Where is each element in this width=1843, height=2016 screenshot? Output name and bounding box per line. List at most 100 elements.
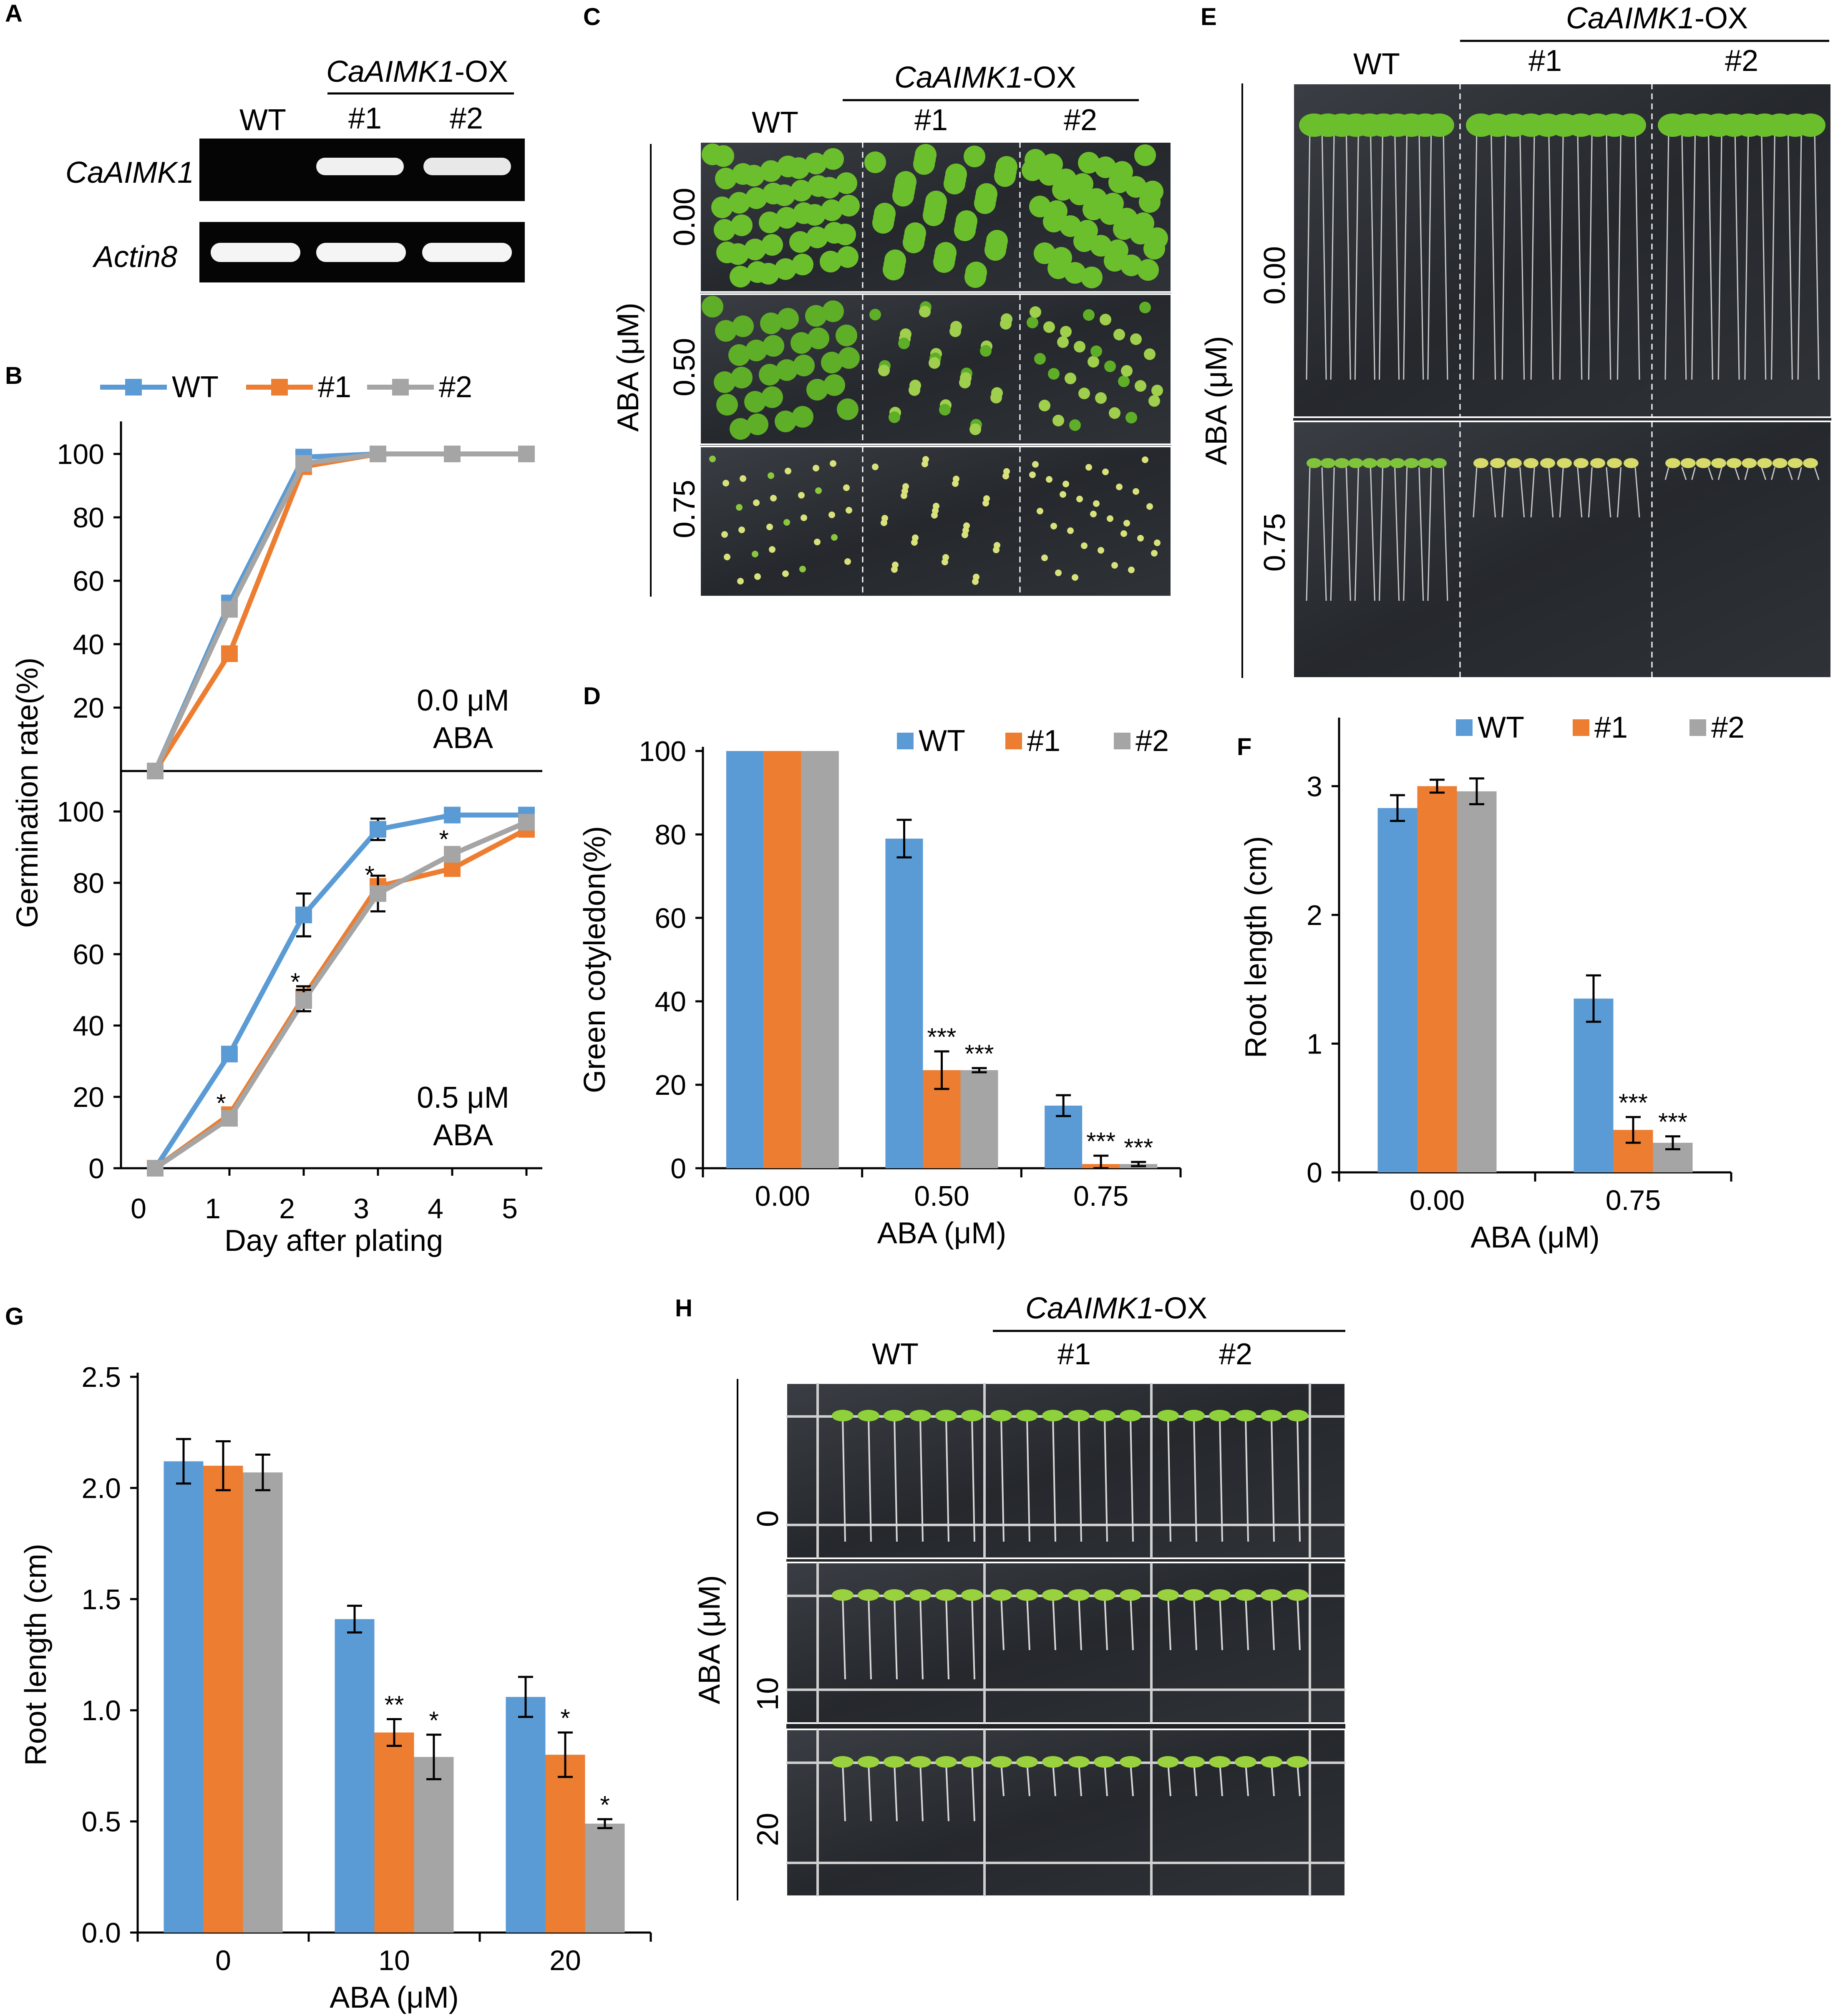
root	[1691, 467, 1696, 480]
shoot	[1590, 458, 1605, 468]
seedling	[798, 492, 805, 499]
seedling	[1128, 567, 1135, 573]
plate-row	[699, 446, 1172, 597]
shoot	[1287, 1410, 1308, 1421]
y-tick-label: 40	[655, 986, 686, 1018]
shoot	[1390, 458, 1405, 468]
seedling	[1050, 247, 1072, 269]
root	[1394, 129, 1400, 380]
root	[919, 1595, 924, 1680]
seedling	[1072, 173, 1093, 195]
bar	[506, 1697, 546, 1933]
root	[1306, 129, 1311, 380]
bar	[1457, 791, 1497, 1172]
seedling	[1121, 365, 1133, 377]
seedling	[714, 219, 735, 241]
panel-a-col-wt: WT	[239, 103, 286, 137]
root	[919, 1416, 924, 1542]
shoot	[1016, 1410, 1038, 1421]
root	[1491, 467, 1496, 518]
root	[1193, 1762, 1197, 1797]
seedling	[931, 512, 938, 519]
root	[868, 1762, 872, 1822]
seedling	[1043, 321, 1055, 333]
chart-d: D 0 20 40 60 80 100 0.00 0.50 0.75 *** *** *** *** Gre…	[578, 683, 1182, 1250]
data-point	[444, 806, 461, 824]
data-point	[444, 446, 461, 462]
bar	[335, 1619, 375, 1933]
seedling	[834, 224, 856, 245]
data-point	[370, 821, 386, 838]
seedling	[715, 168, 737, 189]
shoot	[1068, 1756, 1090, 1768]
data-point	[370, 885, 386, 902]
bar	[1574, 998, 1614, 1172]
root	[1078, 1595, 1082, 1651]
seedling	[730, 266, 751, 287]
root	[1394, 467, 1400, 601]
seedling	[1078, 152, 1100, 174]
y-tick-label: 0	[88, 1153, 104, 1184]
seedling	[728, 344, 750, 366]
seedling	[911, 539, 918, 546]
shoot	[1424, 113, 1454, 137]
y-tick-label: 0	[1307, 1157, 1322, 1189]
seedling	[1104, 360, 1116, 372]
root	[1297, 1595, 1301, 1651]
panel-h-col-wt: WT	[872, 1338, 919, 1371]
root	[1104, 1595, 1108, 1651]
y-axis-label: Root length (cm)	[1239, 836, 1273, 1058]
bar	[763, 751, 801, 1168]
root	[1167, 1762, 1171, 1797]
charts-layer: B WT #1 #2 Germination rate(%) Day after plat…	[5, 362, 1745, 2014]
legend-label: #2	[439, 370, 472, 404]
seedling	[744, 239, 766, 260]
seedling	[702, 296, 723, 318]
shoot	[1320, 458, 1336, 468]
shoot	[1120, 1756, 1141, 1768]
seedling	[738, 527, 745, 533]
root	[1104, 1762, 1108, 1797]
shoot	[1334, 458, 1350, 468]
root	[1130, 1416, 1134, 1542]
shoot	[1574, 458, 1589, 468]
seedling	[903, 232, 924, 253]
seedling	[791, 180, 812, 202]
y-tick-label: 0.0	[81, 1917, 121, 1949]
seedling	[1146, 503, 1153, 510]
panel-c-col-1: #1	[914, 103, 948, 137]
series-line	[153, 812, 526, 1170]
root	[1664, 467, 1669, 480]
bar	[414, 1757, 454, 1933]
seedling	[814, 539, 821, 545]
seedling	[962, 532, 968, 538]
seedling	[1090, 511, 1097, 517]
seedling	[1148, 395, 1160, 407]
seedling	[744, 391, 766, 413]
root	[1418, 129, 1424, 380]
seedling	[791, 332, 812, 354]
shoot	[1209, 1589, 1231, 1601]
root	[1026, 1762, 1030, 1797]
shoot	[832, 1756, 854, 1768]
shoot	[935, 1589, 957, 1601]
panel-c-side-label: ABA (μM)	[612, 302, 645, 432]
root	[945, 1416, 949, 1542]
seedling	[1081, 542, 1088, 549]
seedling	[768, 472, 774, 479]
shoot	[1157, 1756, 1179, 1768]
root	[842, 1416, 846, 1542]
seedling	[1137, 535, 1144, 542]
seedling	[964, 266, 986, 288]
panel-a-col-1: #1	[348, 102, 382, 135]
shoot	[1094, 1756, 1115, 1768]
seedling	[820, 251, 841, 272]
root	[1577, 129, 1583, 380]
bar	[726, 751, 764, 1168]
root	[1664, 129, 1669, 380]
x-tick-label: 2	[279, 1193, 295, 1225]
seedling	[1116, 208, 1138, 229]
seedling	[1085, 188, 1107, 210]
significance-mark: *	[439, 825, 448, 853]
x-tick-label: 0.00	[755, 1180, 810, 1212]
